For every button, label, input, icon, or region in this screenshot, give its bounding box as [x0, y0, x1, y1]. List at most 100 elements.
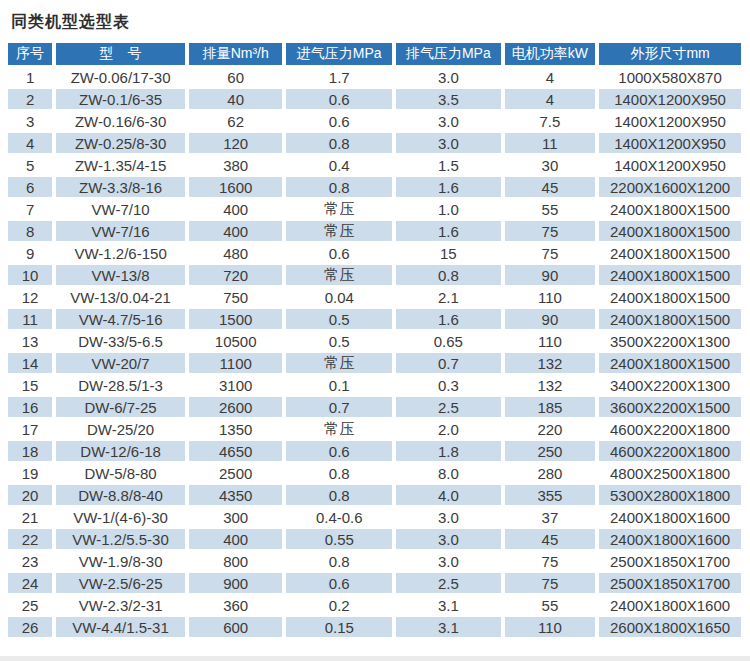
- table-cell: 0.15: [286, 617, 392, 637]
- table-cell: 3: [8, 111, 52, 131]
- table-cell: 0.6: [286, 89, 392, 109]
- table-cell: 4800X2500X1800: [599, 463, 741, 483]
- table-row: 25VW-2.3/2-313600.23.1552400X1800X1600: [8, 595, 741, 615]
- table-cell: 3.1: [396, 617, 501, 637]
- table-row: 20DW-8.8/8-4043500.84.03555300X2800X1800: [8, 485, 741, 505]
- column-header: 进气压力MPa: [286, 43, 392, 65]
- table-cell: 90: [505, 309, 596, 329]
- table-cell: 185: [505, 397, 596, 417]
- table-cell: DW-6/7-25: [56, 397, 185, 417]
- table-cell: 120: [189, 133, 283, 153]
- table-cell: 0.8: [286, 463, 392, 483]
- table-cell: 1.7: [286, 67, 392, 87]
- table-cell: DW-12/6-18: [56, 441, 185, 461]
- table-cell: VW-7/16: [56, 221, 185, 241]
- table-cell: 2.1: [396, 287, 501, 307]
- table-cell: 0.8: [286, 133, 392, 153]
- table-row: 5ZW-1.35/4-153800.41.5301400X1200X950: [8, 155, 741, 175]
- table-cell: 132: [505, 375, 596, 395]
- table-cell: 4: [8, 133, 52, 153]
- column-header: 电机功率kW: [505, 43, 596, 65]
- table-cell: 40: [189, 89, 283, 109]
- table-cell: 常压: [286, 221, 392, 241]
- table-cell: 600: [189, 617, 283, 637]
- table-cell: 4650: [189, 441, 283, 461]
- table-row: 22VW-1.2/5.5-304000.553.0452400X1800X160…: [8, 529, 741, 549]
- table-cell: VW-1.2/6-150: [56, 243, 185, 263]
- table-cell: 24: [8, 573, 52, 593]
- table-cell: VW-13/0.04-21: [56, 287, 185, 307]
- table-cell: DW-33/5-6.5: [56, 331, 185, 351]
- column-header: 排量Nm³/h: [189, 43, 283, 65]
- table-cell: 0.5: [286, 331, 392, 351]
- table-cell: 62: [189, 111, 283, 131]
- table-cell: 2.5: [396, 573, 501, 593]
- table-row: 12VW-13/0.04-217500.042.11102400X1800X15…: [8, 287, 741, 307]
- table-cell: 110: [505, 331, 596, 351]
- table-cell: 22: [8, 529, 52, 549]
- table-cell: 8: [8, 221, 52, 241]
- table-cell: 0.8: [286, 551, 392, 571]
- table-cell: 2400X1800X1600: [599, 507, 741, 527]
- table-cell: 25: [8, 595, 52, 615]
- table-cell: ZW-3.3/8-16: [56, 177, 185, 197]
- table-cell: 4600X2200X1800: [599, 441, 741, 461]
- table-cell: 0.6: [286, 111, 392, 131]
- table-cell: 0.8: [396, 265, 501, 285]
- table-cell: 0.8: [286, 177, 392, 197]
- table-cell: 1400X1200X950: [599, 155, 741, 175]
- table-row: 9VW-1.2/6-1504800.615752400X1800X1500: [8, 243, 741, 263]
- table-cell: 3400X2200X1300: [599, 375, 741, 395]
- table-cell: 380: [189, 155, 283, 175]
- table-cell: 0.1: [286, 375, 392, 395]
- table-cell: VW-4.4/1.5-31: [56, 617, 185, 637]
- table-cell: 1400X1200X950: [599, 89, 741, 109]
- table-cell: 2400X1800X1500: [599, 199, 741, 219]
- table-cell: 0.04: [286, 287, 392, 307]
- table-cell: 3500X2200X1300: [599, 331, 741, 351]
- table-cell: DW-25/20: [56, 419, 185, 439]
- table-cell: DW-5/8-80: [56, 463, 185, 483]
- table-row: 4ZW-0.25/8-301200.83.0111400X1200X950: [8, 133, 741, 153]
- table-cell: 110: [505, 287, 596, 307]
- table-cell: 0.2: [286, 595, 392, 615]
- table-row: 6ZW-3.3/8-1616000.81.6452200X1600X1200: [8, 177, 741, 197]
- table-cell: 常压: [286, 265, 392, 285]
- table-cell: 400: [189, 199, 283, 219]
- table-cell: 13: [8, 331, 52, 351]
- table-row: 7VW-7/10400常压1.0552400X1800X1500: [8, 199, 741, 219]
- table-cell: VW-20/7: [56, 353, 185, 373]
- table-cell: 75: [505, 551, 596, 571]
- table-cell: 0.4: [286, 155, 392, 175]
- table-cell: 2400X1800X1500: [599, 243, 741, 263]
- table-cell: 720: [189, 265, 283, 285]
- table-cell: 3.1: [396, 595, 501, 615]
- table-row: 19DW-5/8-8025000.88.02804800X2500X1800: [8, 463, 741, 483]
- table-cell: 110: [505, 617, 596, 637]
- table-cell: 7.5: [505, 111, 596, 131]
- table-cell: 3.0: [396, 529, 501, 549]
- table-row: 21VW-1/(4-6)-303000.4-0.63.0372400X1800X…: [8, 507, 741, 527]
- table-cell: 2400X1800X1500: [599, 309, 741, 329]
- table-cell: 0.6: [286, 441, 392, 461]
- table-cell: 12: [8, 287, 52, 307]
- table-cell: 1600: [189, 177, 283, 197]
- table-cell: 1.0: [396, 199, 501, 219]
- table-cell: 55: [505, 595, 596, 615]
- table-cell: 45: [505, 529, 596, 549]
- table-cell: 1.6: [396, 177, 501, 197]
- table-cell: 2500X1850X1700: [599, 573, 741, 593]
- table-cell: 4600X2200X1800: [599, 419, 741, 439]
- table-cell: 17: [8, 419, 52, 439]
- table-cell: 10500: [189, 331, 283, 351]
- table-cell: 20: [8, 485, 52, 505]
- table-cell: 11: [505, 133, 596, 153]
- table-cell: 55: [505, 199, 596, 219]
- table-row: 11VW-4.7/5-1615000.51.6902400X1800X1500: [8, 309, 741, 329]
- table-cell: 3.0: [396, 133, 501, 153]
- table-row: 8VW-7/16400常压1.6752400X1800X1500: [8, 221, 741, 241]
- table-cell: 480: [189, 243, 283, 263]
- table-cell: 3.0: [396, 551, 501, 571]
- table-cell: 18: [8, 441, 52, 461]
- table-cell: 4: [505, 67, 596, 87]
